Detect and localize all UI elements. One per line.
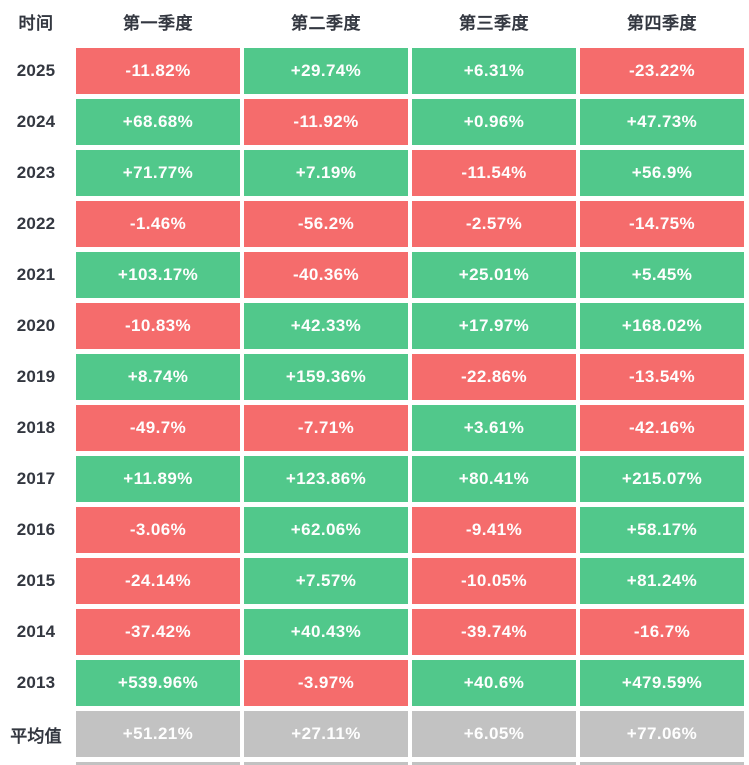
table-row: 2024 +68.68% -11.92% +0.96% +47.73%	[0, 99, 749, 145]
value-cell: +539.96%	[76, 660, 240, 706]
value-cell: -1.46%	[76, 201, 240, 247]
value-cell: +6.05%	[412, 711, 576, 757]
value-cell: -11.92%	[244, 99, 408, 145]
row-label: 2021	[16, 265, 56, 284]
value-cell: -11.82%	[76, 48, 240, 94]
value-cell: +62.06%	[244, 507, 408, 553]
value-cell: +56.9%	[580, 150, 744, 196]
row-label: 2025	[16, 61, 56, 80]
value-cell: +7.19%	[244, 150, 408, 196]
value-cell: +0.96%	[412, 99, 576, 145]
column-header-q1: 第一季度	[123, 14, 193, 33]
value-cell: +3.61%	[412, 405, 576, 451]
value-cell: -10.83%	[76, 303, 240, 349]
table-row: 2016 -3.06% +62.06% -9.41% +58.17%	[0, 507, 749, 553]
row-label: 2018	[16, 418, 56, 437]
value-cell: +5.45%	[580, 252, 744, 298]
table-row: 2023 +71.77% +7.19% -11.54% +56.9%	[0, 150, 749, 196]
value-cell: -39.74%	[412, 609, 576, 655]
value-cell: -49.7%	[76, 405, 240, 451]
value-cell: +47.73%	[580, 99, 744, 145]
value-cell: +479.59%	[580, 660, 744, 706]
table-row: 2018 -49.7% -7.71% +3.61% -42.16%	[0, 405, 749, 451]
value-cell: -13.54%	[580, 354, 744, 400]
table-row: 2013 +539.96% -3.97% +40.6% +479.59%	[0, 660, 749, 706]
value-cell: -42.16%	[580, 405, 744, 451]
row-label: 2014	[16, 622, 56, 641]
value-cell: +29.74%	[244, 48, 408, 94]
column-header-q4: 第四季度	[627, 14, 697, 33]
value-cell: -22.86%	[412, 354, 576, 400]
value-cell: -16.7%	[580, 609, 744, 655]
value-cell: +40.43%	[244, 609, 408, 655]
value-cell: +6.31%	[412, 48, 576, 94]
value-cell: -37.42%	[76, 609, 240, 655]
value-cell: +103.17%	[76, 252, 240, 298]
row-label: 2017	[16, 469, 56, 488]
value-cell: +80.41%	[412, 456, 576, 502]
value-cell: -3.97%	[244, 660, 408, 706]
value-cell: +40.6%	[412, 660, 576, 706]
value-cell: +17.97%	[412, 303, 576, 349]
value-cell: -7.71%	[244, 405, 408, 451]
row-label: 2019	[16, 367, 56, 386]
row-label: 2015	[16, 571, 56, 590]
column-header-q2: 第二季度	[291, 14, 361, 33]
value-cell: -23.22%	[580, 48, 744, 94]
row-label: 2016	[16, 520, 56, 539]
table-header-row: 时间 第一季度 第二季度 第三季度 第四季度	[0, 0, 749, 43]
value-cell: +81.24%	[580, 558, 744, 604]
value-cell: +215.07%	[580, 456, 744, 502]
value-cell: +68.68%	[76, 99, 240, 145]
value-cell: +71.77%	[76, 150, 240, 196]
table-row: 2025 -11.82% +29.74% +6.31% -23.22%	[0, 48, 749, 94]
value-cell: +51.21%	[76, 711, 240, 757]
row-label: 2024	[16, 112, 56, 131]
table-row: 2020 -10.83% +42.33% +17.97% +168.02%	[0, 303, 749, 349]
value-cell: -14.75%	[580, 201, 744, 247]
row-label: 2013	[16, 673, 56, 692]
row-label: 2023	[16, 163, 56, 182]
value-cell: +159.36%	[244, 354, 408, 400]
partial-summary-cell	[580, 762, 744, 765]
value-cell: -40.36%	[244, 252, 408, 298]
table-row: 2021 +103.17% -40.36% +25.01% +5.45%	[0, 252, 749, 298]
row-label: 2022	[16, 214, 56, 233]
value-cell: +8.74%	[76, 354, 240, 400]
partial-summary-cell	[412, 762, 576, 765]
value-cell: -56.2%	[244, 201, 408, 247]
value-cell: +168.02%	[580, 303, 744, 349]
value-cell: -11.54%	[412, 150, 576, 196]
value-cell: +25.01%	[412, 252, 576, 298]
value-cell: +7.57%	[244, 558, 408, 604]
table-row: 2014 -37.42% +40.43% -39.74% -16.7%	[0, 609, 749, 655]
row-label: 2020	[16, 316, 56, 335]
table-row: 2017 +11.89% +123.86% +80.41% +215.07%	[0, 456, 749, 502]
value-cell: +42.33%	[244, 303, 408, 349]
value-cell: +58.17%	[580, 507, 744, 553]
value-cell: +123.86%	[244, 456, 408, 502]
table-row: 2019 +8.74% +159.36% -22.86% -13.54%	[0, 354, 749, 400]
value-cell: -2.57%	[412, 201, 576, 247]
partial-summary-cell	[76, 762, 240, 765]
value-cell: -9.41%	[412, 507, 576, 553]
value-cell: -10.05%	[412, 558, 576, 604]
value-cell: -3.06%	[76, 507, 240, 553]
value-cell: +77.06%	[580, 711, 744, 757]
value-cell: +11.89%	[76, 456, 240, 502]
column-header-q3: 第三季度	[459, 14, 529, 33]
table-body: 2025 -11.82% +29.74% +6.31% -23.22% 2024…	[0, 48, 749, 757]
row-label: 平均值	[10, 726, 62, 746]
table-row: 2015 -24.14% +7.57% -10.05% +81.24%	[0, 558, 749, 604]
table-row: 平均值 +51.21% +27.11% +6.05% +77.06%	[0, 711, 749, 757]
table-row: 2022 -1.46% -56.2% -2.57% -14.75%	[0, 201, 749, 247]
partial-summary-cell	[244, 762, 408, 765]
value-cell: -24.14%	[76, 558, 240, 604]
time-column-header: 时间	[18, 14, 54, 33]
value-cell: +27.11%	[244, 711, 408, 757]
partial-next-row	[0, 762, 749, 765]
